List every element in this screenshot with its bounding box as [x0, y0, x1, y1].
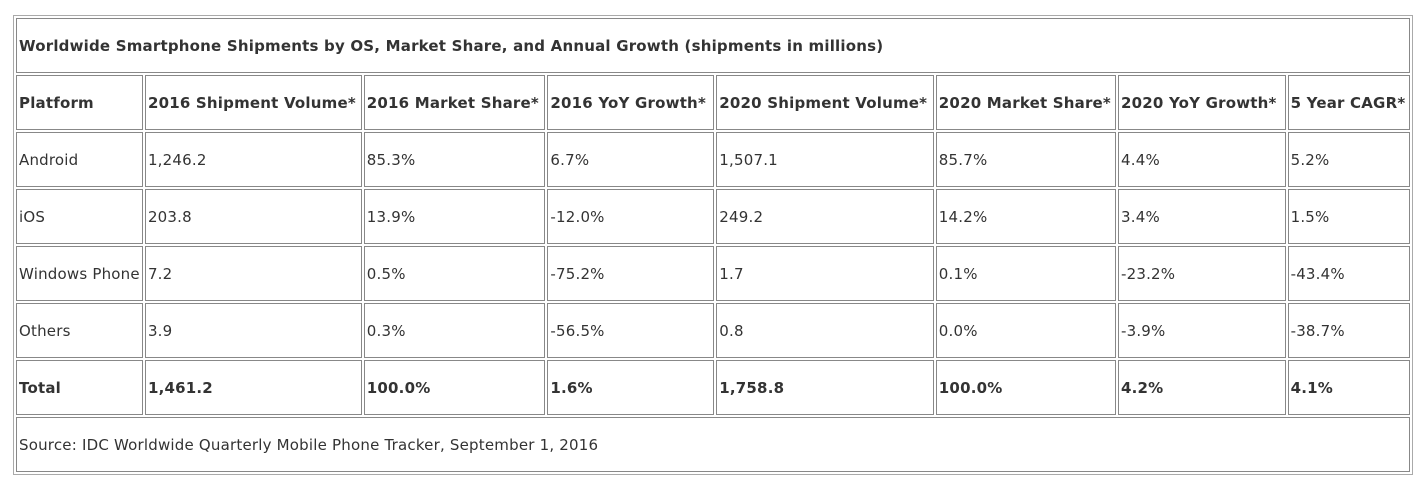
total-cell: 1.6%: [547, 360, 715, 415]
body-cell: 1,246.2: [144, 132, 362, 187]
body-cell: 0.0%: [935, 303, 1116, 358]
body-cell: 7.2: [144, 246, 362, 301]
body-cell: -23.2%: [1117, 246, 1286, 301]
body-cell: -12.0%: [547, 189, 715, 244]
body-cell: -43.4%: [1287, 246, 1410, 301]
head-cell: 2020 YoY Growth*: [1117, 75, 1286, 130]
body-cell: 1.5%: [1287, 189, 1410, 244]
body-row: Others 3.9 0.3% -56.5% 0.8 0.0% -3.9% -38.7%: [16, 303, 1410, 358]
body-cell: -38.7%: [1287, 303, 1410, 358]
body-cell: 249.2: [716, 189, 934, 244]
total-cell: 4.2%: [1117, 360, 1286, 415]
total-cell: 100.0%: [363, 360, 546, 415]
page: Worldwide Smartphone Shipments by OS, Ma…: [13, 15, 1413, 475]
body-cell: -56.5%: [547, 303, 715, 358]
head-cell: Platform: [16, 75, 143, 130]
head-cell: 2016 Shipment Volume*: [144, 75, 362, 130]
body-cell: 13.9%: [363, 189, 546, 244]
total-cell: 100.0%: [935, 360, 1116, 415]
body-cell: -75.2%: [547, 246, 715, 301]
body-cell: 85.3%: [363, 132, 546, 187]
body-cell: 0.3%: [363, 303, 546, 358]
body-cell: Windows Phone: [16, 246, 143, 301]
head-cell: 2016 Market Share*: [363, 75, 546, 130]
body-cell: 85.7%: [935, 132, 1116, 187]
body-cell: -3.9%: [1117, 303, 1286, 358]
body-cell: 1.7: [716, 246, 934, 301]
body-cell: 4.4%: [1117, 132, 1286, 187]
body-row: iOS 203.8 13.9% -12.0% 249.2 14.2% 3.4% 1.5%: [16, 189, 1410, 244]
total-cell: 1,758.8: [716, 360, 934, 415]
title-row: Worldwide Smartphone Shipments by OS, Ma…: [16, 18, 1410, 73]
body-cell: 3.9: [144, 303, 362, 358]
head-row: Platform 2016 Shipment Volume* 2016 Market…: [16, 75, 1410, 130]
source-row: Source: IDC Worldwide Quarterly Mobile P…: [16, 417, 1410, 472]
total-cell: 4.1%: [1287, 360, 1410, 415]
total-cell: Total: [16, 360, 143, 415]
body-row: Windows Phone 7.2 0.5% -75.2% 1.7 0.1% -23.2% -…: [16, 246, 1410, 301]
body-cell: Others: [16, 303, 143, 358]
body-cell: iOS: [16, 189, 143, 244]
body-row: Android 1,246.2 85.3% 6.7% 1,507.1 85.7% 4.4% 5…: [16, 132, 1410, 187]
table-title: Worldwide Smartphone Shipments by OS, Ma…: [16, 18, 1410, 73]
head-cell: 2020 Shipment Volume*: [716, 75, 934, 130]
total-cell: 1,461.2: [144, 360, 362, 415]
body-cell: 0.8: [716, 303, 934, 358]
body-cell: 5.2%: [1287, 132, 1410, 187]
source-note: Source: IDC Worldwide Quarterly Mobile P…: [16, 417, 1410, 472]
total-row: Total 1,461.2 100.0% 1.6% 1,758.8 100.0% 4.2% 4…: [16, 360, 1410, 415]
body-cell: 0.5%: [363, 246, 546, 301]
head-cell: 2020 Market Share*: [935, 75, 1116, 130]
body-cell: Android: [16, 132, 143, 187]
head-cell: 2016 YoY Growth*: [547, 75, 715, 130]
data-table: Worldwide Smartphone Shipments by OS, Ma…: [13, 15, 1413, 475]
body-cell: 6.7%: [547, 132, 715, 187]
body-cell: 0.1%: [935, 246, 1116, 301]
body-cell: 1,507.1: [716, 132, 934, 187]
body-cell: 203.8: [144, 189, 362, 244]
head-cell: 5 Year CAGR*: [1287, 75, 1410, 130]
body-cell: 3.4%: [1117, 189, 1286, 244]
body-cell: 14.2%: [935, 189, 1116, 244]
